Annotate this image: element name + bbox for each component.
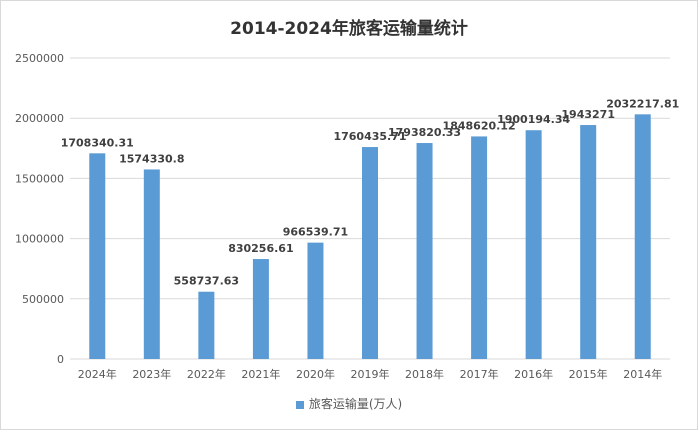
legend-label: 旅客运输量(万人) [308, 397, 403, 411]
x-tick-label: 2017年 [460, 367, 499, 381]
bar [580, 125, 597, 359]
y-tick-label: 2500000 [15, 52, 64, 65]
bar [307, 242, 324, 359]
data-label: 1900194.34 [497, 113, 570, 126]
data-label: 1708340.31 [61, 136, 134, 149]
data-label: 1760435.71 [333, 130, 406, 143]
bar [362, 147, 378, 359]
data-label: 558737.63 [174, 275, 239, 288]
y-tick-label: 1500000 [15, 172, 64, 185]
legend: 旅客运输量(万人) [0, 395, 698, 412]
bar [89, 153, 106, 359]
data-label: 1793820.33 [388, 126, 461, 139]
legend-swatch [295, 400, 304, 409]
data-label: 830256.61 [228, 242, 293, 255]
data-label: 1943271 [561, 108, 615, 121]
y-tick-label: 2000000 [15, 112, 64, 125]
data-label: 1574330.8 [119, 152, 184, 165]
x-tick-label: 2021年 [241, 367, 280, 381]
data-label: 1848620.12 [443, 119, 516, 132]
x-tick-label: 2020年 [296, 367, 335, 381]
x-tick-label: 2018年 [405, 367, 444, 381]
bar [416, 143, 433, 359]
bar [634, 114, 651, 359]
x-tick-label: 2016年 [514, 367, 553, 381]
data-label: 966539.71 [283, 226, 348, 239]
bar [525, 130, 542, 359]
y-tick-label: 1000000 [15, 233, 64, 246]
bar [143, 169, 160, 359]
bars: 1708340.31 1574330.8 558737.63 830256.61 966… [61, 97, 679, 359]
x-tick-label: 2015年 [569, 367, 608, 381]
x-tick-label: 2022年 [187, 367, 226, 381]
y-tick-label: 0 [57, 353, 64, 366]
x-tick-label: 2023年 [132, 367, 171, 381]
chart-title: 2014-2024年旅客运输量统计 [230, 19, 468, 39]
bar [252, 259, 269, 359]
bar [471, 136, 488, 359]
bar [198, 291, 215, 359]
data-label: 2032217.81 [606, 97, 679, 110]
x-tick-label: 2019年 [351, 367, 390, 381]
y-tick-label: 500000 [22, 293, 64, 306]
x-axis: 2024年 2023年 2022年 2021年 2020年 2019年 2018年 2017年… [78, 367, 662, 381]
x-tick-label: 2014年 [623, 367, 662, 381]
y-axis: 0 500000 1000000 1500000 2000000 2500000 [15, 52, 64, 366]
x-tick-label: 2024年 [78, 367, 117, 381]
